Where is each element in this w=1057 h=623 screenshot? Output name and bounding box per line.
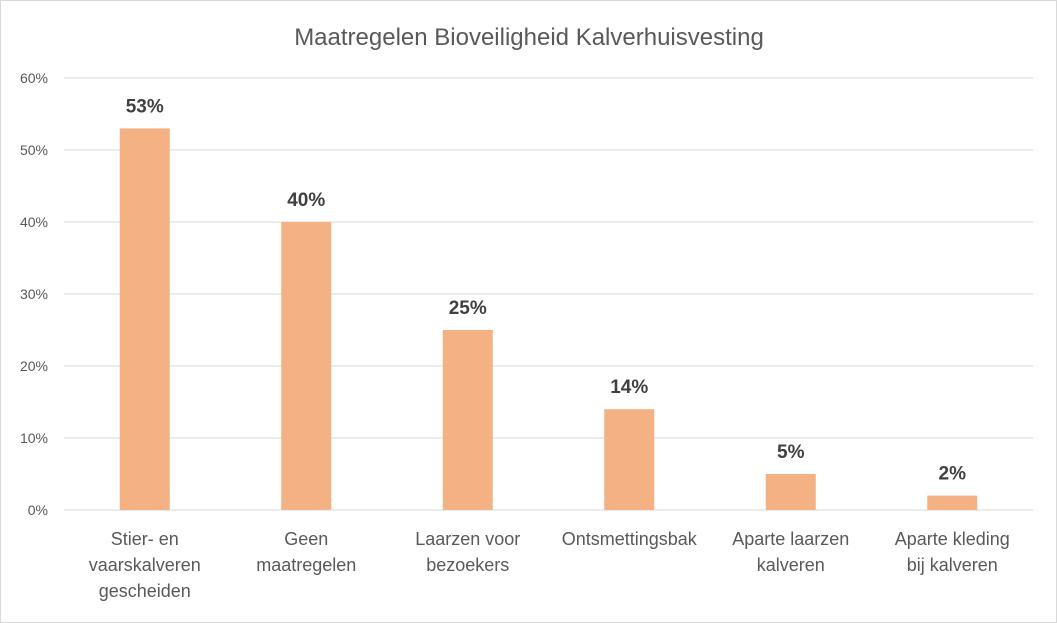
data-label: 14%: [610, 377, 648, 398]
bar: [604, 409, 655, 510]
bar: [442, 330, 493, 510]
bar: [927, 495, 978, 510]
category-label: Laarzen voor bezoekers: [415, 529, 520, 575]
y-tick-label: 40%: [20, 214, 48, 230]
category-label: Aparte laarzen kalveren: [732, 529, 849, 575]
bar: [765, 474, 816, 510]
chart-title: Maatregelen Bioveiligheid Kalverhuisvest…: [294, 24, 764, 51]
data-label: 25%: [449, 298, 487, 319]
y-tick-label: 0%: [28, 502, 48, 518]
y-tick-label: 10%: [20, 430, 48, 446]
y-tick-label: 50%: [20, 142, 48, 158]
y-tick-label: 20%: [20, 358, 48, 374]
bar: [281, 222, 332, 510]
data-label: 5%: [777, 442, 805, 463]
category-label: Stier- en vaarskalveren gescheiden: [89, 529, 201, 601]
category-label: Aparte kleding bij kalveren: [895, 529, 1010, 575]
bar: [119, 128, 170, 510]
data-label: 40%: [287, 190, 325, 211]
y-tick-label: 30%: [20, 286, 48, 302]
y-tick-label: 60%: [20, 70, 48, 86]
data-label: 53%: [126, 96, 164, 117]
category-label: Ontsmettingsbak: [562, 529, 698, 549]
category-label: Geen maatregelen: [256, 529, 356, 575]
data-label: 2%: [939, 464, 967, 485]
